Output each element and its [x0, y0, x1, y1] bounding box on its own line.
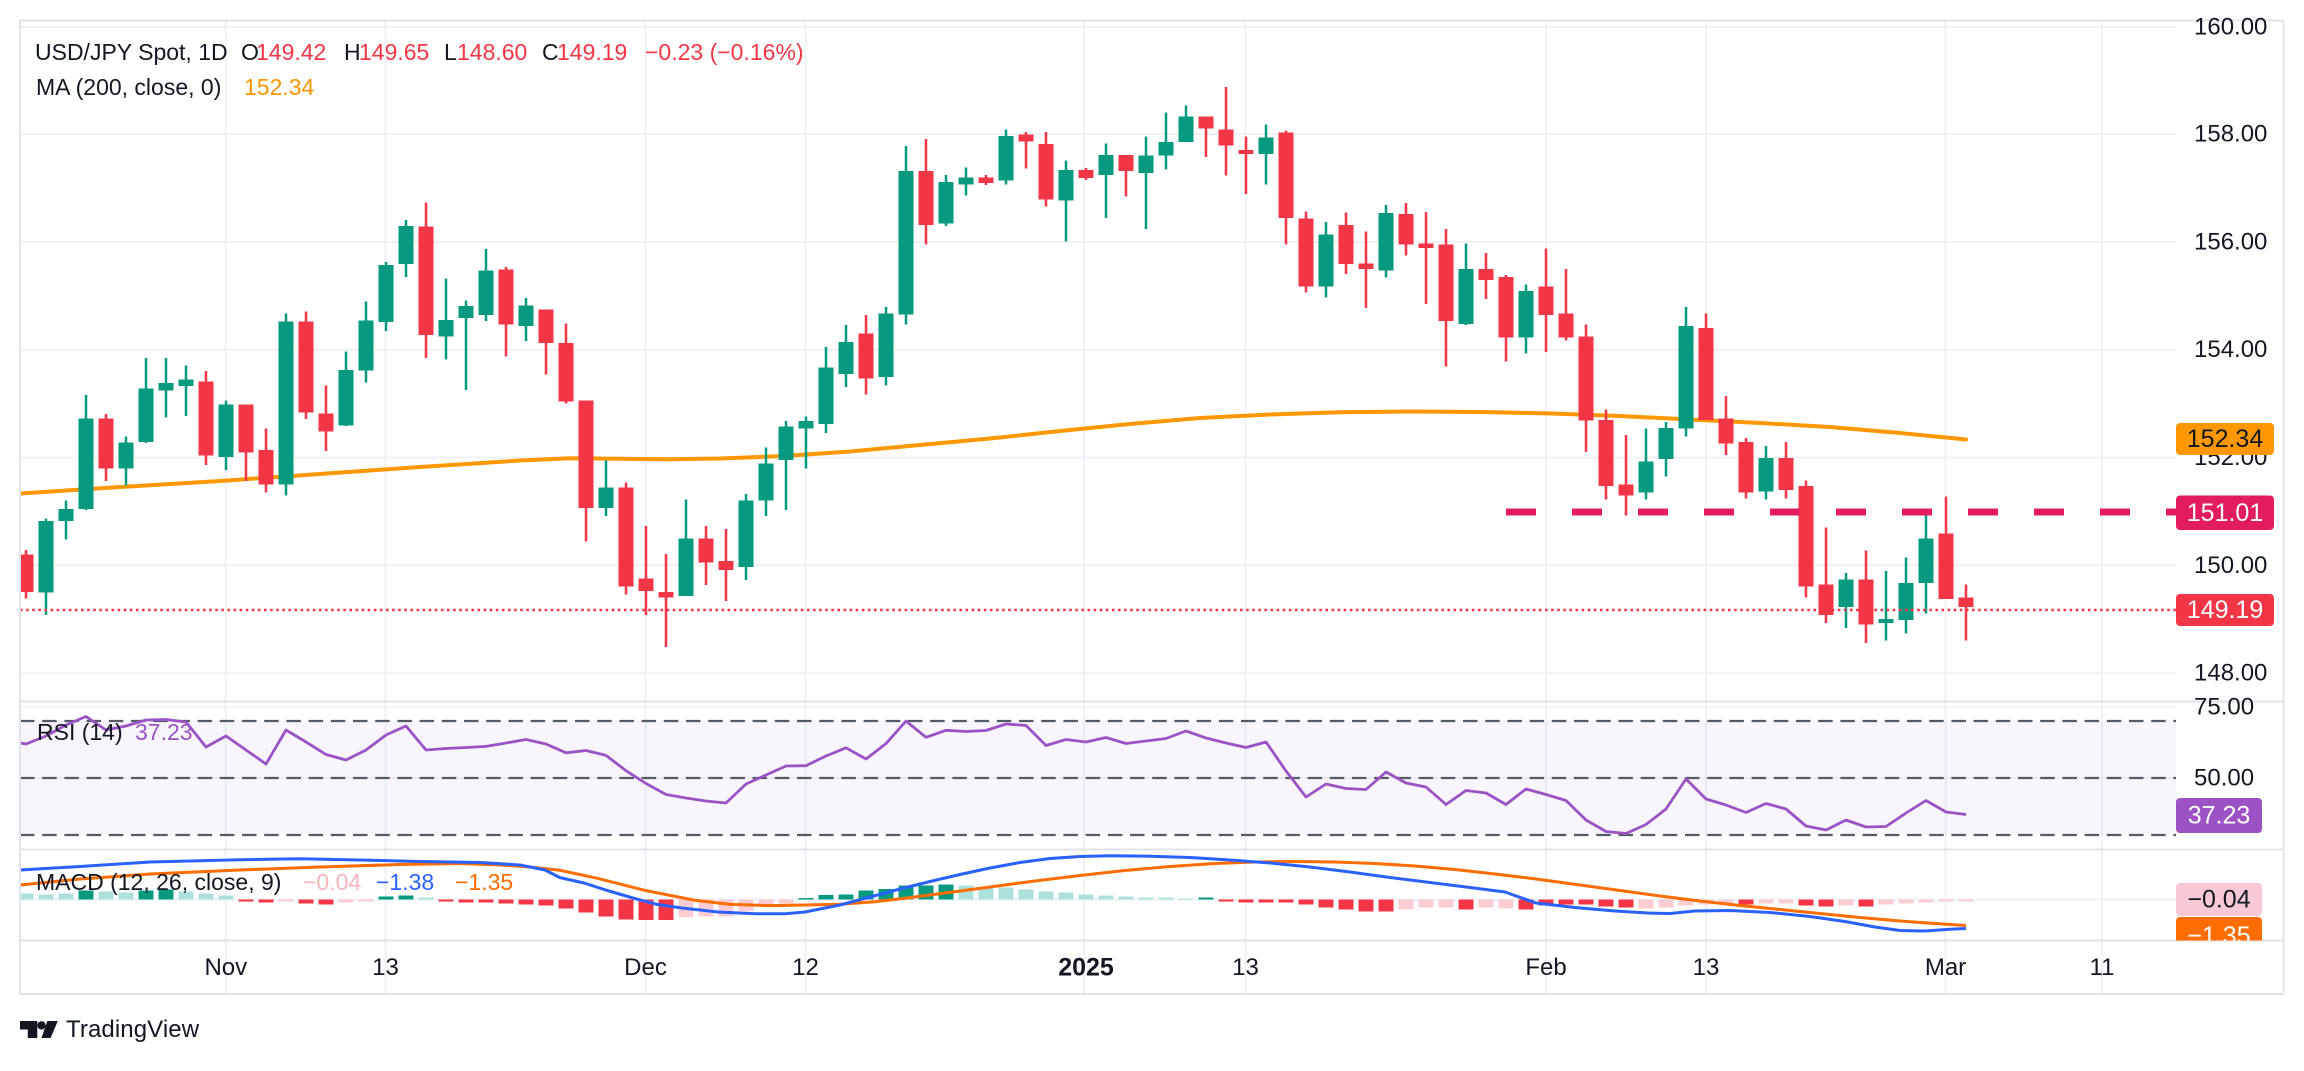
- svg-text:158.00: 158.00: [2194, 121, 2267, 148]
- svg-text:154.00: 154.00: [2194, 336, 2267, 363]
- svg-text:Nov: Nov: [204, 954, 247, 981]
- svg-text:160.00: 160.00: [2194, 14, 2267, 41]
- svg-text:11: 11: [2090, 954, 2115, 981]
- svg-text:13: 13: [1232, 954, 1259, 981]
- svg-text:12: 12: [792, 954, 819, 981]
- svg-text:75.00: 75.00: [2194, 694, 2254, 721]
- svg-text:13: 13: [372, 954, 399, 981]
- svg-text:150.00: 150.00: [2194, 552, 2267, 579]
- svg-text:RSI (14)37.23: RSI (14)37.23: [37, 719, 193, 745]
- svg-text:Feb: Feb: [1525, 954, 1566, 981]
- svg-text:50.00: 50.00: [2194, 765, 2254, 792]
- svg-text:−0.04: −0.04: [2187, 886, 2250, 914]
- svg-text:156.00: 156.00: [2194, 228, 2267, 255]
- svg-text:MA (200, close, 0)152.34: MA (200, close, 0)152.34: [36, 74, 315, 100]
- svg-text:151.01: 151.01: [2187, 499, 2263, 527]
- svg-text:TradingView: TradingView: [66, 1016, 200, 1043]
- svg-text:148.00: 148.00: [2194, 660, 2267, 687]
- svg-text:Mar: Mar: [1925, 954, 1966, 981]
- svg-text:152.34: 152.34: [2187, 425, 2264, 453]
- svg-text:2025: 2025: [1058, 954, 1114, 982]
- svg-text:37.23: 37.23: [2188, 802, 2251, 830]
- svg-text:13: 13: [1693, 954, 1720, 981]
- svg-text:149.19: 149.19: [2187, 596, 2263, 624]
- svg-text:Dec: Dec: [624, 954, 667, 981]
